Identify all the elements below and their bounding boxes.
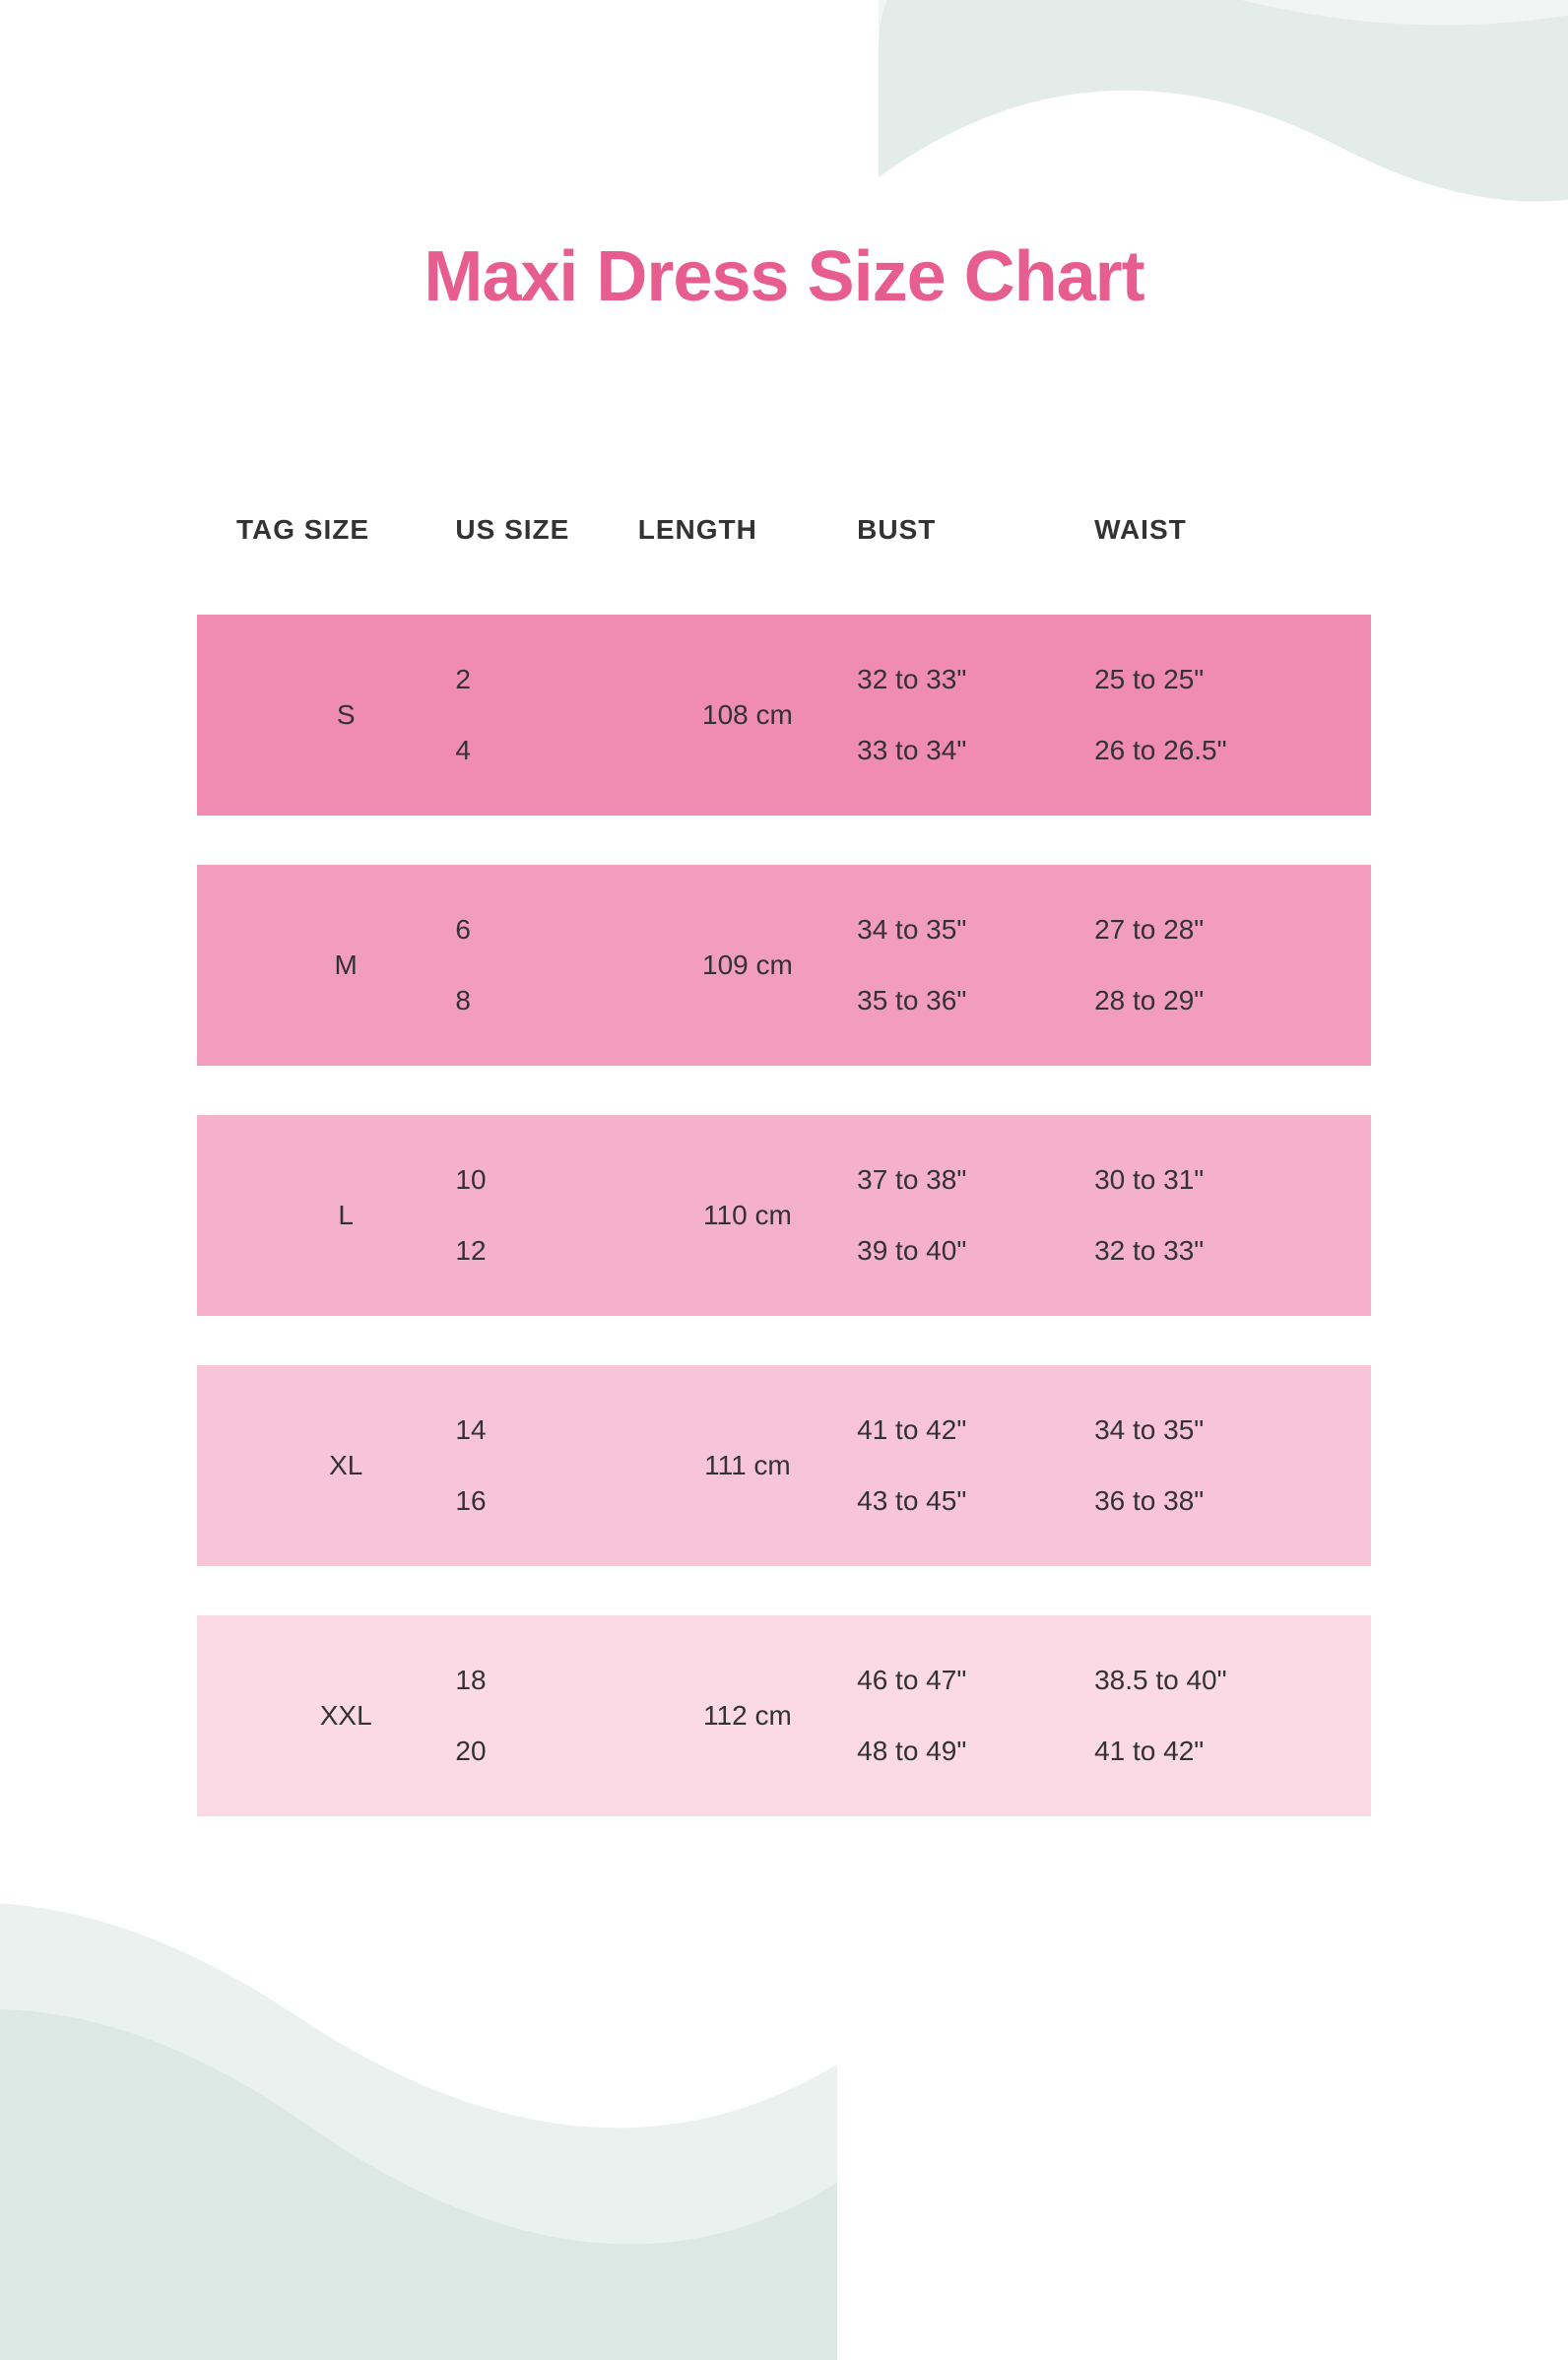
cell-tag-size: S xyxy=(236,664,455,766)
cell-waist: 27 to 28" 28 to 29" xyxy=(1094,914,1332,1016)
cell-value: 4 xyxy=(455,735,637,766)
cell-length: 112 cm xyxy=(638,1665,857,1767)
table-row: M68109 cm34 to 35"35 to 36"27 to 28"28 t… xyxy=(197,865,1371,1066)
cell-value: 18 xyxy=(455,1665,637,1696)
cell-value: 35 to 36" xyxy=(857,985,1094,1016)
cell-value: 34 to 35" xyxy=(1094,1414,1332,1446)
cell-value: 28 to 29" xyxy=(1094,985,1332,1016)
cell-value: 36 to 38" xyxy=(1094,1485,1332,1517)
cell-waist: 34 to 35" 36 to 38" xyxy=(1094,1414,1332,1517)
cell-value: 38.5 to 40" xyxy=(1094,1665,1332,1696)
cell-value: 16 xyxy=(455,1485,637,1517)
cell-tag-size: XXL xyxy=(236,1665,455,1767)
cell-tag-size: L xyxy=(236,1164,455,1267)
cell-value: 46 to 47" xyxy=(857,1665,1094,1696)
cell-value: 48 to 49" xyxy=(857,1736,1094,1767)
decorative-wave-bottom xyxy=(0,1769,837,2360)
table-row: XXL1820112 cm46 to 47"48 to 49"38.5 to 4… xyxy=(197,1615,1371,1816)
cell-us-size: 24 xyxy=(455,664,637,766)
cell-us-size: 14 16 xyxy=(455,1414,637,1517)
table-header-row: TAG SIZE US SIZE LENGTH BUST WAIST xyxy=(197,514,1371,615)
cell-waist: 25 to 25" 26 to 26.5" xyxy=(1094,664,1332,766)
cell-tag-size: XL xyxy=(236,1414,455,1517)
cell-value: 12 xyxy=(455,1235,637,1267)
cell-value: 6 xyxy=(455,914,637,946)
cell-value: 26 to 26.5" xyxy=(1094,735,1332,766)
header-tag-size: TAG SIZE xyxy=(236,514,455,546)
header-us-size: US SIZE xyxy=(455,514,637,546)
cell-length: 111 cm xyxy=(638,1414,857,1517)
cell-value: 39 to 40" xyxy=(857,1235,1094,1267)
table-row: S24108 cm32 to 33"33 to 34"25 to 25"26 t… xyxy=(197,615,1371,816)
table-row: L10 12110 cm37 to 38" 39 to 40" 30 to 31" 32… xyxy=(197,1115,1371,1316)
cell-value: 30 to 31" xyxy=(1094,1164,1332,1196)
cell-value: 32 to 33" xyxy=(857,664,1094,695)
cell-value: 27 to 28" xyxy=(1094,914,1332,946)
chart-container: Maxi Dress Size Chart TAG SIZE US SIZE L… xyxy=(0,0,1568,1816)
header-length: LENGTH xyxy=(638,514,857,546)
cell-length: 110 cm xyxy=(638,1164,857,1267)
cell-value: 25 to 25" xyxy=(1094,664,1332,695)
size-table: TAG SIZE US SIZE LENGTH BUST WAIST S2410… xyxy=(197,514,1371,1816)
cell-value: 33 to 34" xyxy=(857,735,1094,766)
header-waist: WAIST xyxy=(1094,514,1332,546)
cell-us-size: 10 12 xyxy=(455,1164,637,1267)
cell-length: 109 cm xyxy=(638,914,857,1016)
cell-value: 34 to 35" xyxy=(857,914,1094,946)
cell-value: 2 xyxy=(455,664,637,695)
cell-value: 10 xyxy=(455,1164,637,1196)
cell-value: 14 xyxy=(455,1414,637,1446)
table-row: XL1416111 cm41 to 42"43 to 45"34 to 35"3… xyxy=(197,1365,1371,1566)
cell-value: 37 to 38" xyxy=(857,1164,1094,1196)
cell-value: 43 to 45" xyxy=(857,1485,1094,1517)
page-title: Maxi Dress Size Chart xyxy=(197,236,1371,317)
cell-bust: 46 to 47" 48 to 49" xyxy=(857,1665,1094,1767)
cell-bust: 41 to 42" 43 to 45" xyxy=(857,1414,1094,1517)
cell-bust: 34 to 35" 35 to 36" xyxy=(857,914,1094,1016)
cell-bust: 37 to 38" 39 to 40" xyxy=(857,1164,1094,1267)
cell-us-size: 68 xyxy=(455,914,637,1016)
cell-value: 20 xyxy=(455,1736,637,1767)
cell-length: 108 cm xyxy=(638,664,857,766)
cell-waist: 30 to 31" 32 to 33" xyxy=(1094,1164,1332,1267)
cell-tag-size: M xyxy=(236,914,455,1016)
cell-us-size: 1820 xyxy=(455,1665,637,1767)
cell-value: 8 xyxy=(455,985,637,1016)
cell-waist: 38.5 to 40" 41 to 42" xyxy=(1094,1665,1332,1767)
cell-bust: 32 to 33" 33 to 34" xyxy=(857,664,1094,766)
cell-value: 41 to 42" xyxy=(1094,1736,1332,1767)
cell-value: 41 to 42" xyxy=(857,1414,1094,1446)
cell-value: 32 to 33" xyxy=(1094,1235,1332,1267)
header-bust: BUST xyxy=(857,514,1094,546)
